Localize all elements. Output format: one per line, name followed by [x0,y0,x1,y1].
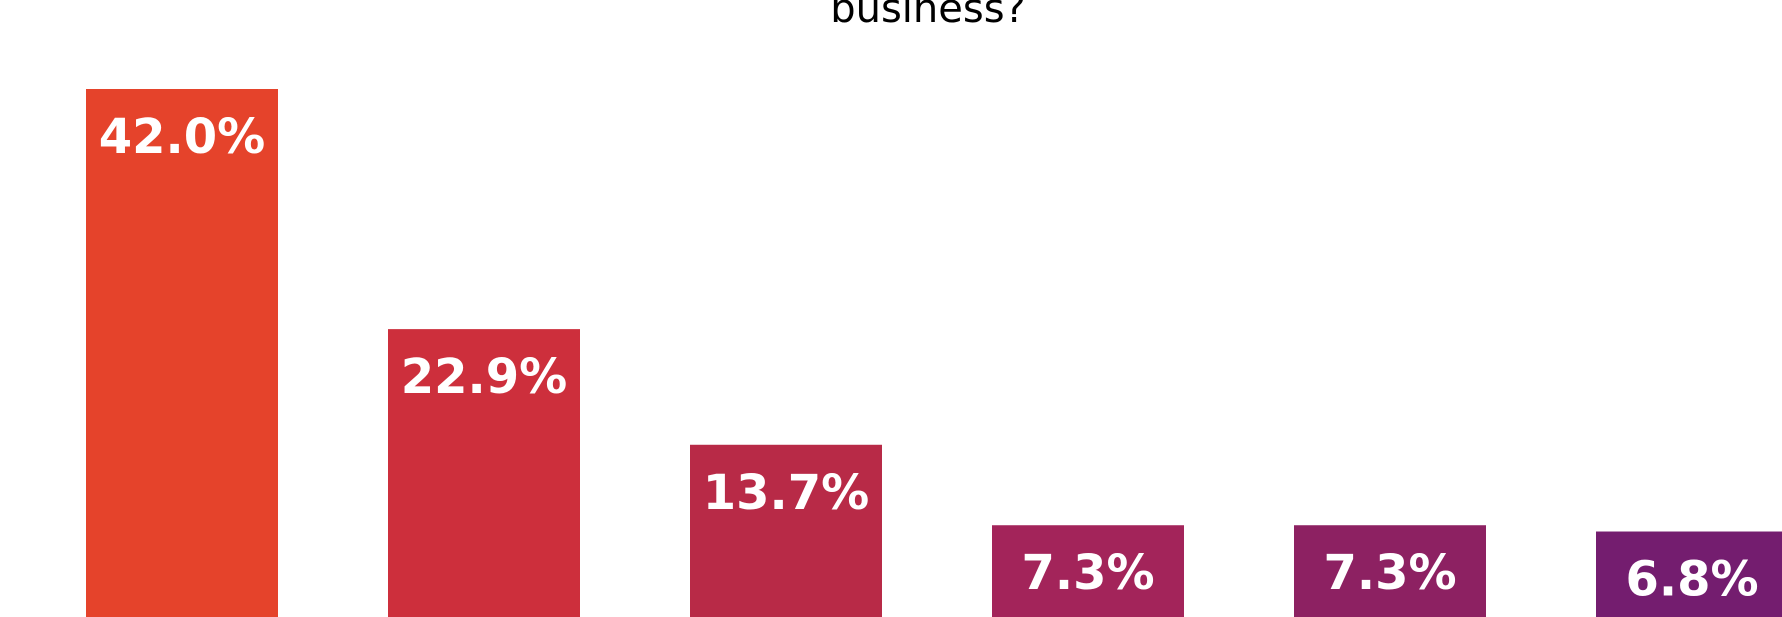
bar-value-label: 7.3% [1323,545,1456,601]
bar-value-label: 22.9% [401,349,568,405]
bar-value-label: 42.0% [99,109,266,165]
bar [1294,525,1486,617]
bar [388,329,580,617]
bar [86,89,278,617]
bar [992,525,1184,617]
bar [690,444,882,617]
bar [1596,531,1782,617]
bar-value-label: 13.7% [703,465,870,521]
bar-value-label: 7.3% [1021,545,1154,601]
labels-layer: 42.0% 22.9% 13.7% 7.3% 7.3% 6.8% [99,109,1759,608]
chart-title: business? [830,0,1026,32]
bar-value-label: 6.8% [1625,552,1758,608]
bars-layer [86,89,1782,617]
